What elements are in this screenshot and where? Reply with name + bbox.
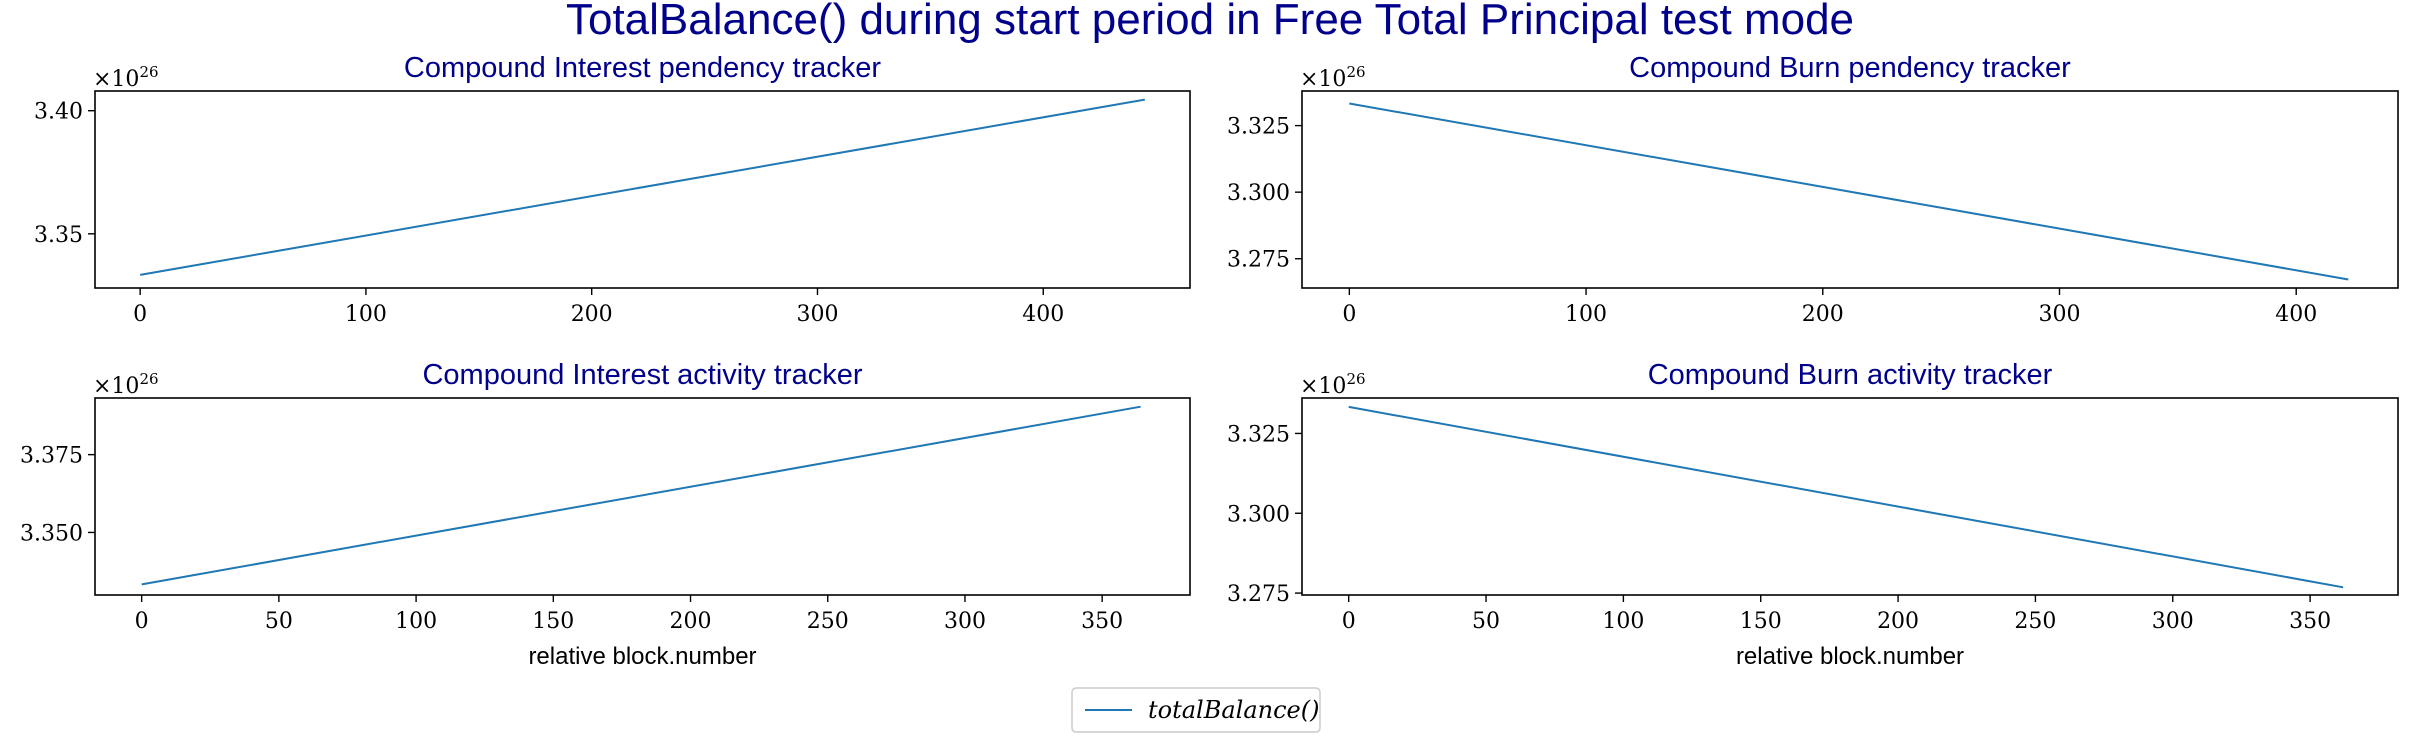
- x-tick-label: 200: [670, 609, 712, 634]
- x-tick-label: 150: [532, 609, 574, 634]
- x-tick-label: 0: [135, 609, 149, 634]
- y-tick-label: 3.275: [1227, 582, 1290, 607]
- axes-frame: [1301, 397, 2399, 596]
- y-offset-base: ×10: [1300, 67, 1346, 92]
- legend-frame: [1071, 687, 1321, 733]
- x-tick-label: 350: [2289, 609, 2331, 634]
- y-offset-base: ×10: [1300, 374, 1346, 399]
- y-tick-label: 3.275: [1227, 248, 1290, 273]
- subplot-title: Compound Burn pendency tracker: [1629, 52, 2071, 84]
- x-tick-label: 200: [1877, 609, 1919, 634]
- x-tick-label: 350: [1081, 609, 1123, 634]
- y-offset-label: ×1026: [1300, 63, 1366, 92]
- y-offset-label: ×1026: [1300, 370, 1366, 399]
- x-tick-label: 150: [1740, 609, 1782, 634]
- series-line: [140, 98, 1145, 276]
- y-offset-base: ×10: [93, 374, 139, 399]
- y-offset-label: ×1026: [93, 63, 159, 92]
- subplot-interest-activity: Compound Interest activity tracker 0 50 100…: [20, 359, 1191, 670]
- x-tick-label: 300: [2038, 302, 2080, 327]
- x-tick-label: 250: [807, 609, 849, 634]
- y-offset-exponent: 26: [1346, 63, 1365, 81]
- y-tick-label: 3.350: [20, 521, 83, 546]
- x-tick-label: 0: [1342, 609, 1356, 634]
- y-offset-exponent: 26: [139, 63, 158, 81]
- x-tick-label: 100: [345, 302, 387, 327]
- x-tick-label: 200: [1802, 302, 1844, 327]
- x-tick-label: 400: [1022, 302, 1064, 327]
- axes-frame: [1301, 90, 2399, 289]
- x-tick-label: 50: [265, 609, 293, 634]
- x-tick-label: 300: [944, 609, 986, 634]
- x-tick-label: 250: [2014, 609, 2056, 634]
- y-tick-label: 3.325: [1227, 422, 1290, 447]
- y-tick-label: 3.300: [1227, 181, 1290, 206]
- y-tick-label: 3.40: [34, 100, 83, 125]
- x-axis-label: relative block.number: [528, 643, 756, 670]
- x-tick-label: 0: [133, 302, 147, 327]
- subplot-title: Compound Burn activity tracker: [1648, 359, 2053, 391]
- series-line: [141, 405, 1141, 586]
- y-tick-label: 3.35: [34, 223, 83, 248]
- x-tick-label: 200: [571, 302, 613, 327]
- subplot-interest-pendency: Compound Interest pendency tracker 0 100 20…: [34, 52, 1191, 327]
- subplot-title: Compound Interest activity tracker: [422, 359, 862, 391]
- subplot-burn-activity: Compound Burn activity tracker 0 50 100 150 2…: [1227, 359, 2399, 670]
- subplot-burn-pendency: Compound Burn pendency tracker 0 100 200 300…: [1227, 52, 2399, 327]
- series-line: [1348, 405, 2344, 589]
- y-offset-label: ×1026: [93, 370, 159, 399]
- series-line: [1349, 102, 2349, 281]
- x-tick-label: 100: [1565, 302, 1607, 327]
- x-tick-label: 300: [2152, 609, 2194, 634]
- x-tick-label: 300: [796, 302, 838, 327]
- y-offset-exponent: 26: [1346, 370, 1365, 388]
- axes-frame: [94, 397, 1191, 596]
- x-tick-label: 50: [1472, 609, 1500, 634]
- x-tick-label: 100: [1602, 609, 1644, 634]
- axes-frame: [94, 90, 1191, 289]
- y-tick-label: 3.325: [1227, 115, 1290, 140]
- legend-label: totalBalance(): [1148, 696, 1319, 724]
- x-axis-label: relative block.number: [1736, 643, 1964, 670]
- figure-title: TotalBalance() during start period in Fr…: [566, 0, 1854, 44]
- x-tick-label: 100: [395, 609, 437, 634]
- y-offset-base: ×10: [93, 67, 139, 92]
- x-tick-label: 0: [1342, 302, 1356, 327]
- y-tick-label: 3.300: [1227, 502, 1290, 527]
- subplot-title: Compound Interest pendency tracker: [404, 52, 881, 84]
- x-tick-label: 400: [2275, 302, 2317, 327]
- y-tick-label: 3.375: [20, 444, 83, 469]
- y-offset-exponent: 26: [139, 370, 158, 388]
- legend: totalBalance(): [1071, 687, 1321, 733]
